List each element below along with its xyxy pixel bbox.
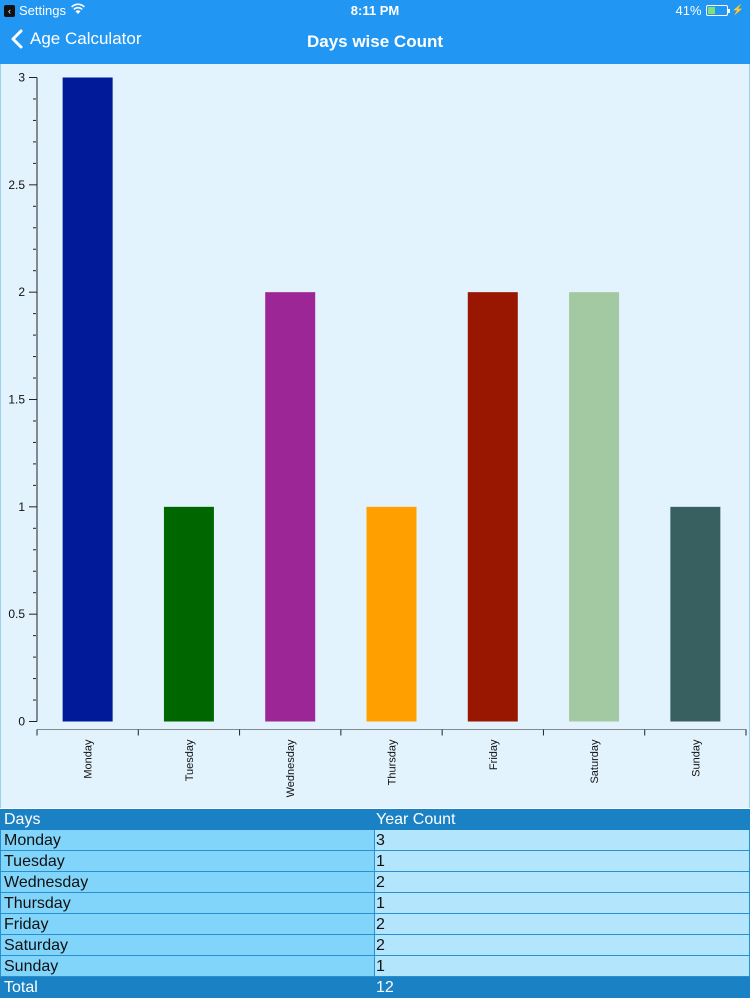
y-tick-label: 0.5 [8,607,25,621]
back-arrow-icon: ‹ [4,4,15,17]
x-tick-label: Saturday [589,739,601,784]
wifi-icon [71,3,85,14]
back-app-label: Settings [19,3,66,18]
cell-day: Saturday [0,935,375,956]
column-header-days: Days [0,809,375,830]
cell-day: Wednesday [0,872,375,893]
x-tick-label: Tuesday [184,739,196,781]
bar-thursday [366,506,417,722]
bar-wednesday [265,292,316,722]
cell-day: Friday [0,914,375,935]
table-row: Monday 3 [0,830,750,851]
cell-count: 3 [375,830,750,851]
table-row: Wednesday 2 [0,872,750,893]
status-time: 8:11 PM [350,3,400,18]
table-total-row: Total 12 [0,977,750,998]
cell-day: Monday [0,830,375,851]
battery-icon [705,5,730,16]
x-tick-label: Friday [488,739,500,770]
y-tick-label: 2 [18,285,25,299]
charging-icon: ⚡ [731,5,744,16]
battery-percent: 41% [675,3,702,18]
table-row: Tuesday 1 [0,851,750,872]
table-header-row: Days Year Count [0,809,750,830]
y-tick-label: 1 [18,500,25,514]
bar-saturday [569,292,620,722]
cell-count: 2 [375,914,750,935]
navigation-bar: Age Calculator Days wise Count [0,20,750,64]
y-tick-label: 0 [18,715,25,729]
table-row: Saturday 2 [0,935,750,956]
x-tick-label: Sunday [690,739,702,777]
total-label: Total [0,977,375,998]
y-tick-label: 1.5 [8,393,25,407]
cell-day: Thursday [0,893,375,914]
bar-friday [467,292,518,722]
chevron-left-icon [11,29,23,49]
back-button[interactable]: Age Calculator [10,28,142,50]
page-title: Days wise Count [306,32,444,51]
chart-panel: 0 0.5 1 1.5 2 2.5 3 Monday Tuesday Wednesday Thurs… [0,64,750,808]
column-header-year-count: Year Count [375,809,750,830]
cell-count: 1 [375,851,750,872]
y-tick-label: 2.5 [8,178,25,192]
x-tick-label: Thursday [387,739,399,785]
cell-day: Sunday [0,956,375,977]
back-button-label: Age Calculator [30,29,142,48]
x-tick-label: Monday [83,739,95,779]
cell-day: Tuesday [0,851,375,872]
battery-status: 41% ⚡ [676,3,744,18]
cell-count: 1 [375,893,750,914]
bar-chart: 0 0.5 1 1.5 2 2.5 3 Monday Tuesday Wednesday Thurs… [8,71,747,797]
status-bar: ‹ Settings 8:11 PM 41% ⚡ [0,0,750,20]
table-row: Sunday 1 [0,956,750,977]
cell-count: 2 [375,872,750,893]
bar-sunday [670,506,721,722]
y-tick-label: 3 [18,71,25,85]
total-value: 12 [375,977,750,998]
data-table: Days Year Count Monday 3 Tuesday 1 Wedne… [0,809,750,998]
cell-count: 1 [375,956,750,977]
bar-tuesday [163,506,214,722]
back-to-app[interactable]: ‹ Settings [4,3,66,18]
cell-count: 2 [375,935,750,956]
table-row: Friday 2 [0,914,750,935]
x-tick-label: Wednesday [285,739,297,797]
table-row: Thursday 1 [0,893,750,914]
bar-monday [62,77,113,722]
